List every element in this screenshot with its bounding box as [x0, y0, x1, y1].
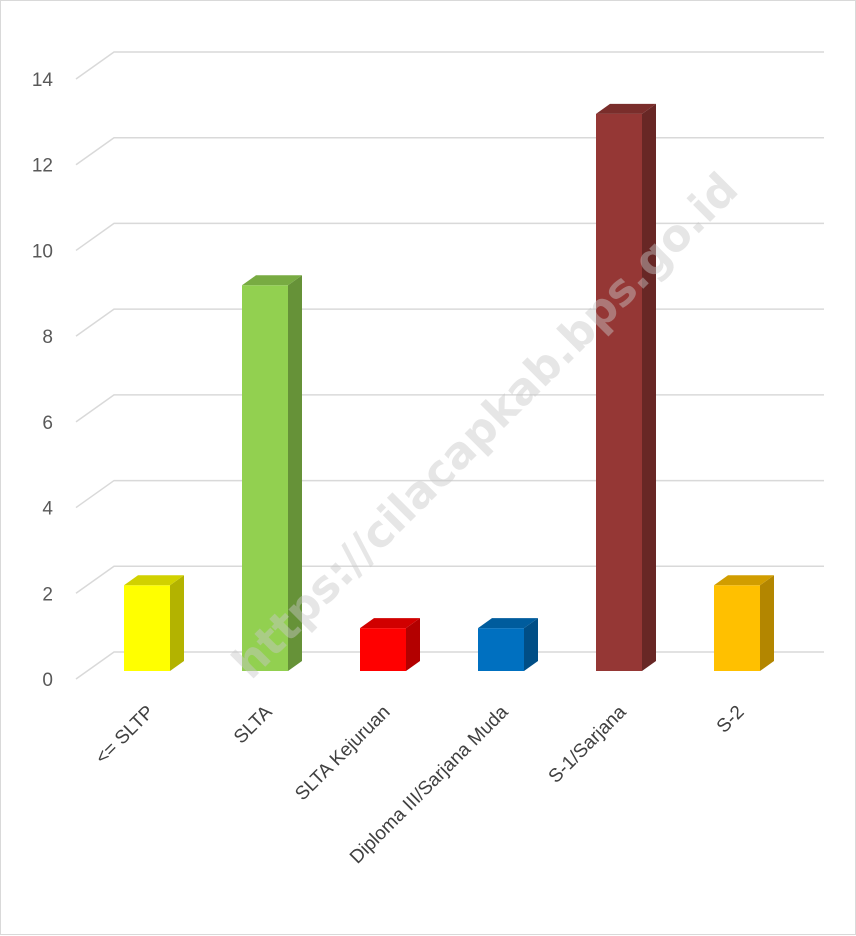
bar-top — [596, 103, 656, 114]
y-tick-label: 8 — [42, 327, 53, 348]
bar — [596, 103, 656, 672]
y-tick-label: 6 — [42, 413, 53, 434]
y-tick-label: 10 — [32, 241, 53, 262]
bar-top — [478, 618, 538, 629]
gridline — [75, 479, 824, 509]
bar-side — [760, 575, 774, 671]
y-axis-ticks: 0 2 4 6 8 10 12 14 — [32, 70, 54, 691]
bar-front — [124, 585, 170, 671]
x-tick-label: SLTA — [230, 701, 277, 748]
bar-front — [478, 628, 524, 671]
y-tick-label: 2 — [42, 584, 53, 605]
bar-top — [714, 575, 774, 586]
bar-side — [170, 575, 184, 671]
x-tick-label: SLTA Kejuruan — [291, 702, 394, 805]
bar-top — [360, 618, 420, 629]
bar-front — [360, 628, 406, 671]
bar — [478, 618, 538, 671]
y-tick-label: 4 — [42, 499, 53, 520]
bar-side — [642, 103, 656, 672]
gridline — [75, 222, 824, 252]
gridline — [75, 136, 824, 166]
bar-top — [242, 275, 302, 286]
y-tick-label: 12 — [32, 156, 53, 177]
bar — [360, 618, 420, 671]
bar-front — [596, 113, 642, 672]
x-tick-label: <= SLTP — [92, 702, 159, 769]
gridline — [75, 565, 824, 594]
bars — [124, 103, 774, 672]
bar-top — [124, 575, 184, 586]
x-tick-label: S-2 — [713, 702, 749, 738]
x-tick-label: S-1/Sarjana — [545, 701, 631, 787]
bar — [714, 575, 774, 671]
bar-front — [242, 285, 288, 671]
gridline — [75, 394, 824, 423]
gridline — [75, 308, 824, 337]
y-tick-label: 0 — [42, 670, 53, 691]
gridline — [75, 651, 824, 680]
bar — [124, 575, 184, 671]
bar-side — [406, 618, 420, 671]
bar — [242, 275, 302, 671]
bar-front — [714, 585, 760, 671]
bar-side — [288, 275, 302, 671]
bar-side — [524, 618, 538, 671]
gridlines — [75, 51, 824, 680]
y-tick-label: 14 — [32, 70, 54, 91]
gridline — [75, 51, 824, 80]
